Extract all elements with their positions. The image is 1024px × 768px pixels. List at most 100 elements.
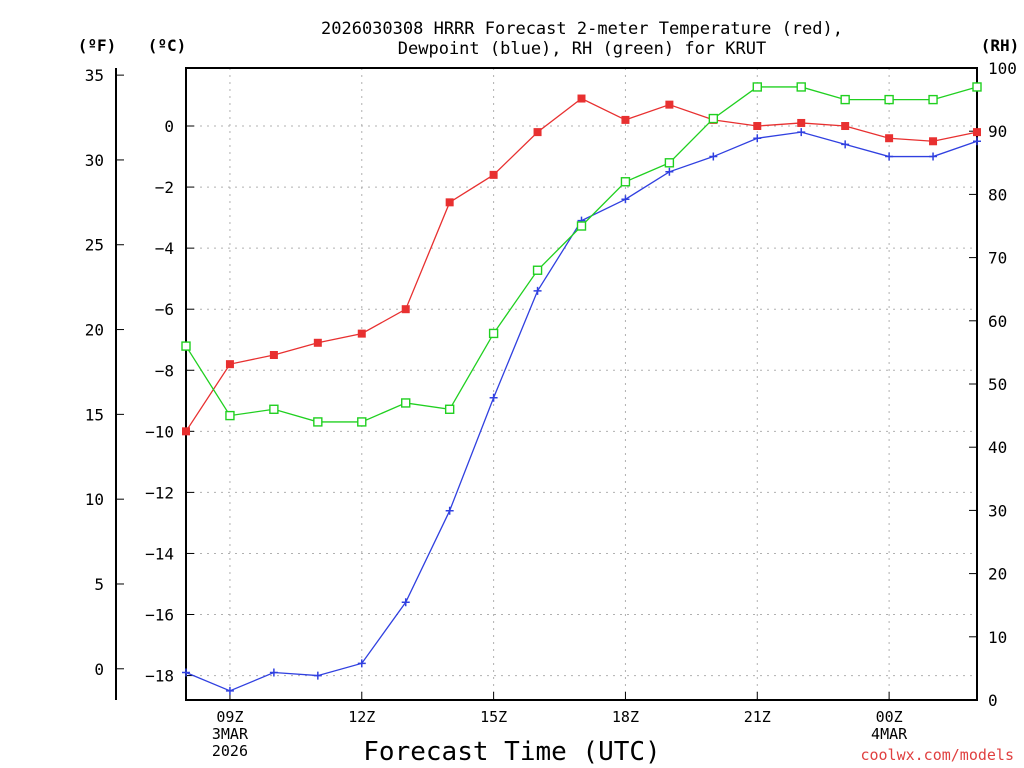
rh-point: [444, 404, 455, 414]
dewpoint-point: [357, 659, 366, 668]
dewpoint-point: [533, 286, 542, 295]
temperature-point: [533, 128, 542, 137]
celsius-tick-label: 0: [164, 117, 174, 136]
rh-point: [401, 398, 411, 408]
chart-title-line-2: Dewpoint (blue), RH (green) for KRUT: [398, 39, 766, 59]
celsius-tick-label: −12: [145, 483, 174, 502]
temperature-point: [489, 170, 498, 179]
temperature-point: [577, 94, 586, 103]
temperature-point: [621, 115, 630, 124]
x-tick-label: 15Z: [480, 708, 507, 726]
rh-point: [708, 113, 719, 124]
dewpoint-point: [929, 152, 938, 161]
rh-point: [796, 82, 806, 92]
fahrenheit-tick-label: 5: [94, 575, 104, 594]
x-tick-label: 18Z: [612, 708, 639, 726]
dewpoint-line: [185, 131, 978, 692]
dewpoint-point: [973, 137, 981, 146]
rh-axis-unit: (RH): [981, 36, 1020, 55]
rh-point: [357, 417, 367, 427]
dewpoint-point: [841, 140, 850, 149]
celsius-tick-label: −16: [145, 606, 174, 625]
celsius-axis-unit: (ºC): [148, 36, 187, 55]
temperature-point: [313, 338, 322, 347]
celsius-tick-label: −6: [155, 300, 174, 319]
dewpoint-point: [182, 668, 190, 677]
dewpoint-point: [313, 671, 322, 680]
temperature-point: [182, 427, 190, 436]
dewpoint-point: [709, 152, 718, 161]
rh-tick-label: 60: [988, 312, 1007, 331]
x-axis-label: Forecast Time (UTC): [363, 737, 660, 767]
credit-text: coolwx.com/models: [860, 746, 1014, 764]
temperature-point: [445, 198, 454, 207]
temperature-point: [269, 350, 278, 359]
rh-tick-label: 20: [988, 565, 1007, 584]
celsius-tick-label: −4: [155, 239, 174, 258]
x-tick-label: 00Z: [876, 708, 903, 726]
fahrenheit-tick-label: 20: [85, 321, 104, 340]
rh-point: [752, 82, 762, 92]
dewpoint-point: [753, 134, 762, 143]
dewpoint-point: [621, 195, 630, 204]
chart-title-line-1: 2026030308 HRRR Forecast 2-meter Tempera…: [321, 19, 843, 39]
rh-tick-label: 30: [988, 501, 1007, 520]
temperature-point: [885, 134, 894, 143]
x-tick-label: 2026: [212, 742, 248, 760]
rh-tick-label: 90: [988, 122, 1007, 141]
chart-series: [181, 82, 982, 695]
rh-tick-label: 80: [988, 185, 1007, 204]
dewpoint-point: [665, 167, 674, 176]
rh-point: [576, 221, 587, 231]
rh-point: [972, 82, 982, 92]
rh-point: [840, 94, 850, 105]
temperature-point: [841, 122, 850, 131]
rh-point: [928, 94, 938, 105]
celsius-tick-label: −8: [155, 361, 174, 380]
celsius-tick-label: −2: [155, 178, 174, 197]
fahrenheit-tick-label: 0: [94, 660, 104, 679]
plot-frame: [185, 67, 978, 701]
chart-grid: [186, 68, 977, 700]
celsius-tick-label: −14: [145, 544, 174, 563]
fahrenheit-tick-label: 10: [85, 490, 104, 509]
celsius-tick-label: −10: [145, 422, 174, 441]
rh-point: [313, 417, 323, 427]
fahrenheit-tick-label: 35: [85, 66, 104, 85]
rh-tick-label: 50: [988, 375, 1007, 394]
temperature-point: [929, 137, 938, 146]
temperature-point: [973, 128, 981, 137]
dewpoint-point: [269, 668, 278, 677]
rh-point: [488, 328, 499, 339]
temperature-point: [225, 360, 234, 369]
x-tick-label: 4MAR: [871, 725, 908, 743]
rh-point: [225, 410, 235, 421]
dewpoint-point: [225, 686, 234, 695]
dewpoint-point: [445, 506, 454, 515]
celsius-tick-label: −18: [145, 667, 174, 686]
temperature-point: [401, 305, 410, 314]
dewpoint-point: [401, 598, 410, 607]
x-tick-label: 09Z: [216, 708, 243, 726]
temperature-point: [753, 122, 762, 131]
dewpoint-point: [489, 393, 498, 402]
rh-point: [884, 94, 894, 105]
rh-line: [185, 86, 978, 423]
dewpoint-point: [885, 152, 894, 161]
rh-point: [269, 404, 279, 414]
rh-point: [181, 341, 191, 351]
dewpoint-point: [797, 128, 806, 137]
fahrenheit-tick-label: 30: [85, 151, 104, 170]
rh-tick-label: 100: [988, 59, 1017, 78]
x-tick-label: 12Z: [348, 708, 375, 726]
temperature-point: [797, 118, 806, 127]
rh-point: [664, 158, 675, 168]
rh-tick-label: 10: [988, 628, 1007, 647]
x-tick-label: 3MAR: [212, 725, 249, 743]
rh-point: [532, 265, 543, 275]
fahrenheit-tick-label: 15: [85, 405, 104, 424]
temperature-point: [665, 100, 674, 109]
rh-tick-label: 40: [988, 438, 1007, 457]
